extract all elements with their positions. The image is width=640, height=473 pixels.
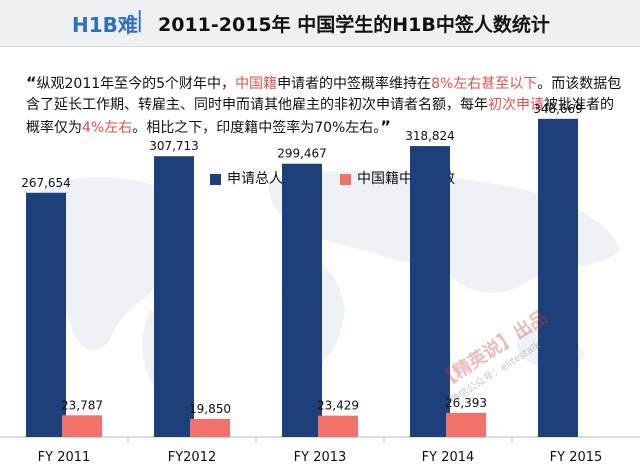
bar-total: [154, 156, 194, 437]
quote-text: 被批准者的概率仅为: [26, 97, 614, 136]
quote-close-mark: ”: [380, 117, 391, 136]
header-separator: |: [136, 8, 144, 33]
quote-text: 申请者的中签概率维持在: [277, 76, 432, 92]
header-tag: H1B难: [72, 13, 138, 37]
bar-total: [282, 163, 322, 437]
data-label: 318,824: [405, 129, 455, 143]
page-title: 2011-2015年 中国学生的H1B中签人数统计: [158, 14, 550, 36]
legend-swatch-china: [340, 173, 351, 185]
data-label: 23,429: [317, 399, 359, 413]
data-label: 299,467: [277, 147, 327, 161]
quote-body: 纵观2011年至今的5个财年中，中国籍申请者的中签概率维持在8%左右甚至以下。而…: [26, 76, 621, 136]
bar-china: [446, 412, 486, 437]
data-label: 26,393: [445, 396, 487, 410]
data-label: 23,787: [61, 398, 103, 412]
bar-total: [538, 118, 578, 437]
quote-block: “纵观2011年至今的5个财年中，中国籍申请者的中签概率维持在8%左右甚至以下。…: [26, 72, 626, 139]
bar-china: [190, 418, 230, 437]
bar-total: [26, 192, 66, 437]
legend-label-total: 申请总人数: [227, 171, 297, 187]
data-label: 348,669: [533, 102, 583, 116]
quote-text: 纵观2011年至今的5个财年中，: [36, 76, 236, 92]
legend-item-total: 申请总人数: [210, 168, 297, 188]
x-tick-label: FY 2014: [422, 450, 475, 465]
quote-highlight: 中国籍: [235, 76, 278, 92]
data-label: 267,654: [21, 176, 71, 190]
legend-swatch-total: [210, 173, 221, 185]
x-tick-label: FY2012: [168, 450, 217, 465]
quote-text: 。而该数据包含了延长工作期、转雇主、同时申而请其他雇主的非初次申请者名额，每年: [26, 76, 622, 113]
bar-total: [410, 146, 450, 437]
bar-china: [318, 415, 358, 437]
quote-open-mark: “: [26, 73, 37, 92]
x-tick-label: FY 2011: [38, 450, 91, 465]
data-label: 307,713: [149, 139, 199, 153]
quote-highlight: 8%左右甚至以下: [431, 76, 538, 92]
header-bar: H1B难 | 2011-2015年 中国学生的H1B中签人数统计: [0, 0, 640, 47]
x-tick-label: FY 2013: [294, 450, 347, 465]
quote-text: 。相比之下，印度籍中签率为70%左右。: [132, 120, 381, 136]
quote-highlight: 初次申请: [488, 97, 544, 113]
quote-highlight: 4%左右: [82, 120, 133, 136]
data-label: 19,850: [189, 402, 231, 416]
bar-china: [62, 415, 102, 437]
x-tick-label: FY 2015: [550, 450, 603, 465]
